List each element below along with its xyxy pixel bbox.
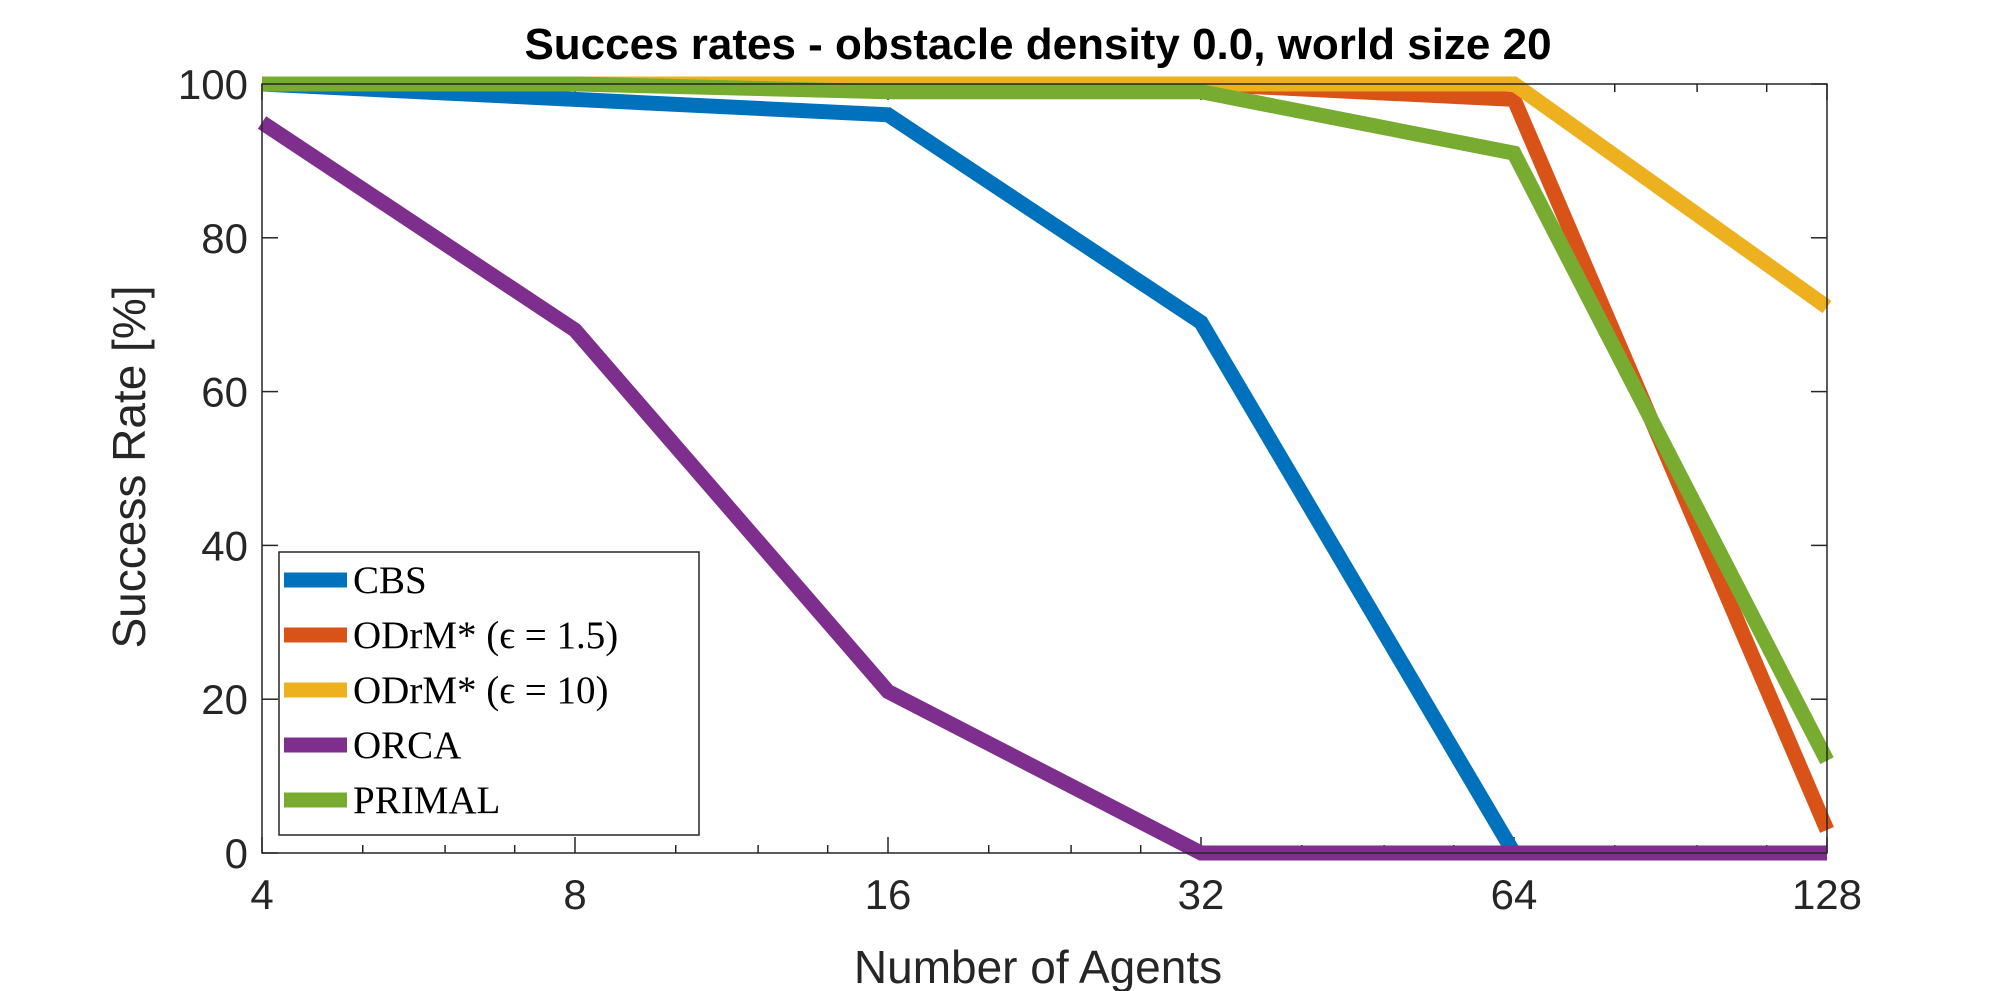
legend-label: CBS xyxy=(353,559,427,602)
x-tick-label: 32 xyxy=(1178,871,1225,918)
y-tick-label: 80 xyxy=(201,215,248,262)
legend: CBS ODrM* (ϵ = 1.5) ODrM* (ϵ = 10) ORCA PRIM… xyxy=(278,551,700,836)
x-tick-label: 4 xyxy=(250,871,273,918)
x-tick-label: 16 xyxy=(865,871,912,918)
y-tick-label: 100 xyxy=(178,61,248,108)
y-tick-label: 60 xyxy=(201,369,248,416)
legend-box xyxy=(278,551,700,836)
legend-label: PRIMAL xyxy=(353,779,500,822)
y-tick-label: 40 xyxy=(201,522,248,569)
legend-label: ODrM* (ϵ = 10) xyxy=(353,669,609,712)
legend-label: ODrM* (ϵ = 1.5) xyxy=(353,614,618,657)
y-tick-label: 20 xyxy=(201,676,248,723)
x-tick-label: 64 xyxy=(1491,871,1538,918)
y-axis-label: Success Rate [%] xyxy=(103,285,155,648)
y-tick-label: 0 xyxy=(225,830,248,877)
legend-label: ORCA xyxy=(353,724,461,767)
series-line-cbs xyxy=(261,76,1521,857)
plot-frame xyxy=(261,83,1828,854)
chart-title: Succes rates - obstacle density 0.0, wor… xyxy=(524,20,1551,69)
x-tick-label: 128 xyxy=(1792,871,1862,918)
ticks-layer: 4 8 16 32 64 128 0 20 40 60 80 100 xyxy=(178,61,1862,918)
x-axis-label: Number of Agents xyxy=(854,941,1222,991)
x-tick-label: 8 xyxy=(563,871,586,918)
